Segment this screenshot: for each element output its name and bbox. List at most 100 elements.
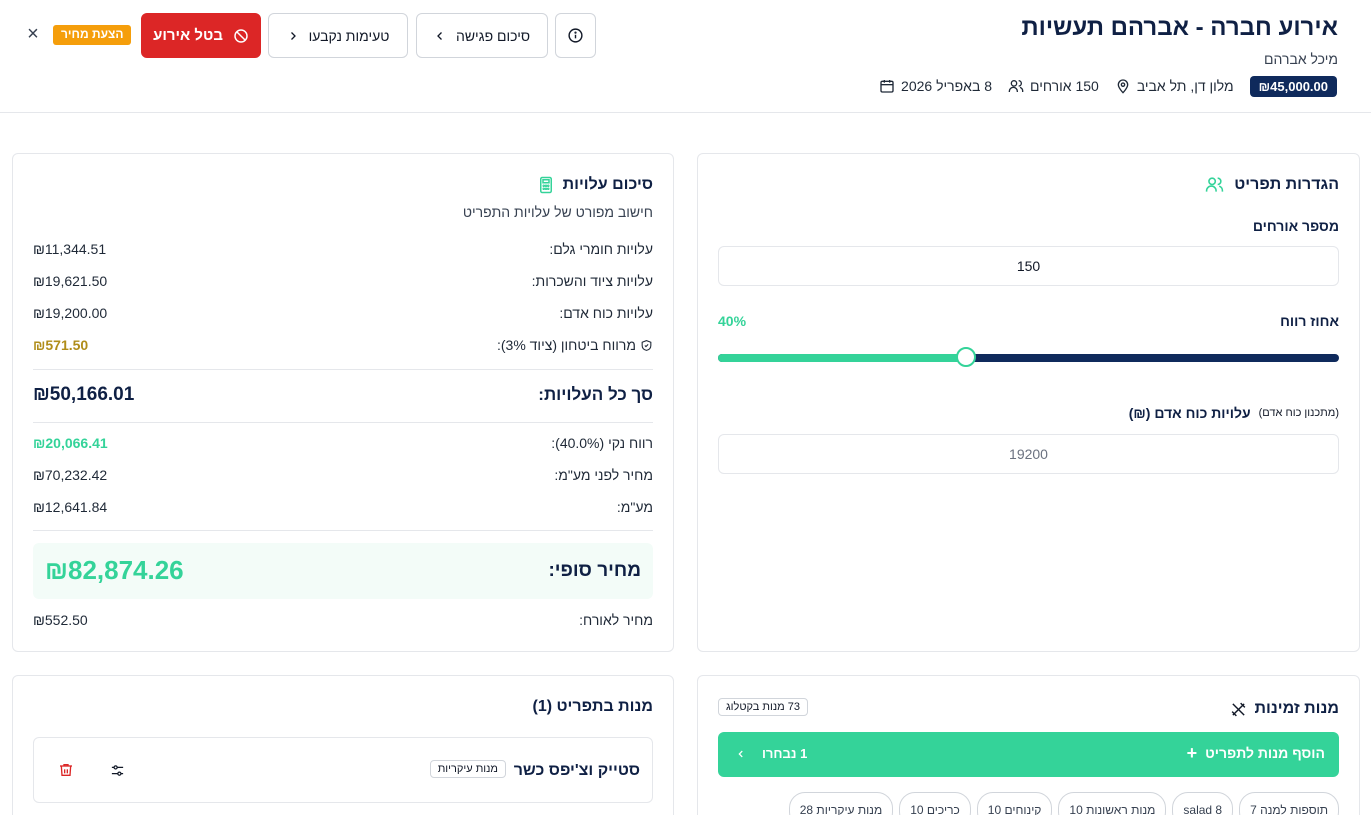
per-guest-label: מחיר לאורח: — [579, 612, 653, 628]
final-price-box: ₪82,874.26 מחיר סופי: — [33, 543, 653, 599]
event-date-text: 8 באפריל 2026 — [901, 78, 993, 94]
profit-slider-track[interactable] — [718, 354, 1339, 362]
users-icon — [1206, 177, 1224, 192]
selected-count: 1 נבחרו — [762, 746, 808, 761]
labor-field-hint: (מתכנון כוח אדם) — [1258, 407, 1339, 419]
profit-slider-fill — [718, 354, 966, 362]
page-title: אירוע חברה - אברהם תעשיות — [1021, 14, 1338, 41]
available-dishes-title: מנות זמינות — [1254, 700, 1339, 717]
event-location-text: מלון דן, תל אביב — [1136, 78, 1234, 94]
profit-slider-thumb[interactable] — [956, 347, 976, 367]
selected-wrap: 1 נבחרו — [736, 746, 807, 761]
per-guest-value: ₪552.50 — [33, 612, 88, 628]
net-profit-label: רווח נקי (40.0%): — [551, 435, 653, 451]
available-dishes-card: מנות זמינות 73 מנות בקטלוג + הוסף מנות ל… — [697, 675, 1360, 815]
dish-name: סטייק וצ'יפס כשר — [513, 762, 640, 779]
calculator-icon — [539, 176, 552, 194]
info-icon — [568, 28, 583, 43]
pre-vat-value: ₪70,232.42 — [33, 467, 108, 483]
total-costs-value: ₪50,166.01 — [33, 384, 135, 405]
tastings-label: טעימות נקבעו — [308, 27, 390, 44]
catalog-count-badge: 73 מנות בקטלוג — [718, 698, 809, 716]
net-profit-value: ₪20,066.41 — [33, 435, 108, 451]
insurance-row: ₪571.50 מרווח ביטחון (ציוד 3%): — [33, 337, 653, 353]
available-dishes-header: מנות זמינות — [1230, 700, 1339, 718]
ban-icon — [234, 28, 248, 43]
menu-dishes-title: מנות בתפריט (1) — [532, 698, 654, 715]
pre-vat-row: ₪70,232.42 מחיר לפני מע"מ: — [33, 467, 653, 483]
labor-label: עלויות כוח אדם: — [559, 305, 653, 321]
category-chip[interactable]: מנות עיקריות 28 — [788, 792, 894, 815]
event-meta: 8 באפריל 2026 150 אורחים מלון דן, תל אבי… — [879, 75, 1345, 97]
equipment-label: עלויות ציוד והשכרות: — [531, 273, 653, 289]
meeting-summary-button[interactable]: סיכום פגישה — [416, 13, 548, 58]
profit-field-label: אחוז רווח — [1280, 313, 1339, 329]
utensils-icon — [1231, 702, 1245, 716]
final-price-value: ₪82,874.26 — [45, 555, 184, 585]
divider — [33, 530, 653, 531]
equipment-row: ₪19,621.50 עלויות ציוד והשכרות: — [33, 273, 653, 289]
budget-badge: ₪45,000.00 — [1249, 75, 1337, 97]
status-badge: הצעת מחיר — [53, 25, 132, 45]
raw-materials-row: ₪11,344.51 עלויות חומרי גלם: — [33, 241, 653, 257]
final-price-label: מחיר סופי: — [548, 560, 641, 581]
labor-cost-input[interactable]: 19200 — [718, 434, 1339, 474]
insurance-value: ₪571.50 — [33, 337, 89, 353]
map-pin-icon — [1117, 79, 1129, 94]
info-button[interactable] — [555, 13, 596, 58]
tastings-button[interactable]: טעימות נקבעו — [268, 13, 408, 58]
cost-summary-title: סיכום עלויות — [562, 176, 653, 193]
add-dishes-label: הוסף מנות לתפריט — [1205, 745, 1325, 761]
category-chip[interactable]: מנות ראשונות 10 — [1058, 792, 1167, 815]
event-guests-text: 150 אורחים — [1030, 78, 1099, 94]
category-chip[interactable]: כריכים 10 — [899, 792, 971, 815]
labor-field-label: עלויות כוח אדם (₪) — [1128, 405, 1251, 421]
vat-label: מע"מ: — [616, 499, 653, 515]
total-costs-label: סך כל העלויות: — [538, 385, 653, 404]
meeting-summary-label: סיכום פגישה — [455, 27, 531, 44]
sliders-icon[interactable] — [110, 763, 125, 778]
event-guests: 150 אורחים — [1008, 78, 1099, 94]
calendar-icon — [880, 80, 894, 93]
list-item: סטייק וצ'יפס כשר מנות עיקריות — [33, 737, 653, 803]
category-chip[interactable]: salad 8 — [1172, 792, 1234, 815]
chevron-left-icon — [290, 31, 296, 40]
users-icon — [1008, 80, 1024, 92]
raw-materials-label: עלויות חומרי גלם: — [549, 241, 653, 257]
cancel-event-label: בטל אירוע — [153, 27, 223, 44]
category-chip[interactable]: תוספות למנה 7 — [1239, 792, 1339, 815]
close-icon[interactable]: × — [27, 23, 39, 45]
pre-vat-label: מחיר לפני מע"מ: — [554, 467, 653, 483]
labor-field-label-wrap: עלויות כוח אדם (₪) (מתכנון כוח אדם) — [1129, 405, 1339, 421]
guests-field-label: מספר אורחים — [1252, 218, 1339, 234]
category-chips: מנות עיקריות 28 כריכים 10 קינוחים 10 מנות ר… — [788, 792, 1339, 815]
guests-input[interactable]: 150 — [718, 246, 1339, 286]
labor-row: ₪19,200.00 עלויות כוח אדם: — [33, 305, 653, 321]
insurance-label: מרווח ביטחון (ציוד 3%): — [496, 337, 636, 353]
total-costs-row: ₪50,166.01 סך כל העלויות: — [33, 384, 653, 406]
category-chip[interactable]: קינוחים 10 — [976, 792, 1053, 815]
event-header: אירוע חברה - אברהם תעשיות מיכל אברהם 8 ב… — [0, 0, 1371, 113]
net-profit-row: ₪20,066.41 רווח נקי (40.0%): — [33, 435, 653, 451]
shield-icon — [641, 339, 652, 351]
menu-settings-header: הגדרות תפריט — [1205, 175, 1339, 194]
cancel-event-button[interactable]: בטל אירוע — [141, 13, 261, 58]
divider — [33, 369, 653, 370]
event-location: מלון דן, תל אביב — [1115, 78, 1234, 94]
add-dishes-bar[interactable]: + הוסף מנות לתפריט 1 נבחרו — [718, 732, 1339, 777]
client-name: מיכל אברהם — [1264, 51, 1338, 67]
trash-icon[interactable] — [58, 762, 74, 778]
menu-settings-title: הגדרות תפריט — [1234, 175, 1339, 193]
cost-summary-card: סיכום עלויות חישוב מפורט של עלויות התפרי… — [12, 153, 674, 652]
event-date: 8 באפריל 2026 — [879, 78, 992, 94]
labor-value: ₪19,200.00 — [33, 305, 108, 321]
dish-category-badge: מנות עיקריות — [429, 760, 506, 778]
raw-materials-value: ₪11,344.51 — [33, 241, 107, 257]
equipment-value: ₪19,621.50 — [33, 273, 108, 289]
add-dishes-wrap: + הוסף מנות לתפריט — [1187, 744, 1325, 762]
divider — [33, 422, 653, 423]
profit-percent-value: 40% — [718, 313, 747, 329]
menu-settings-card: הגדרות תפריט מספר אורחים 150 אחוז רווח 4… — [697, 153, 1360, 652]
cost-summary-subtitle: חישוב מפורט של עלויות התפריט — [462, 204, 653, 220]
insurance-label-wrap: מרווח ביטחון (ציוד 3%): — [497, 337, 653, 353]
